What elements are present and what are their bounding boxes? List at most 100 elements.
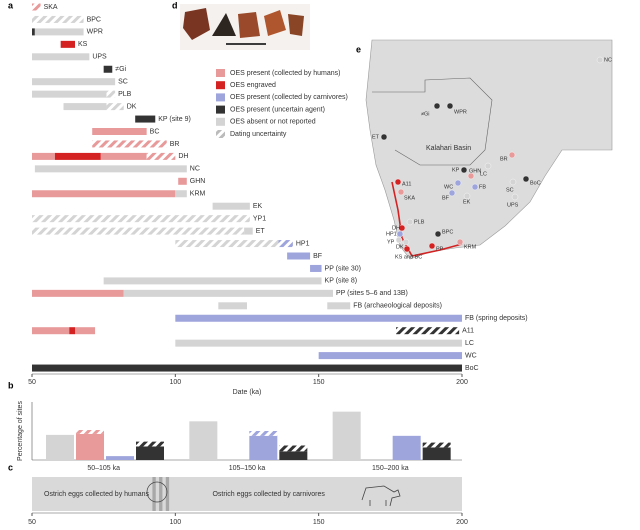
site-dot [446,102,454,110]
site-dot [403,245,411,253]
range-bar [75,327,96,335]
site-label: KP (site 8) [325,278,358,285]
site-label: GHN [469,168,481,174]
range-bar [54,152,101,160]
panel-label: c [8,462,13,472]
site-dot [396,230,404,238]
bar [249,435,278,460]
site-dot [433,102,441,110]
bar-uncertainty [422,442,451,448]
bar [392,435,421,460]
site-label: LC [480,171,487,177]
range-bar [32,15,84,23]
legend-label: OES engraved [230,82,276,89]
range-bar [103,65,113,73]
site-label: SC [506,187,514,193]
site-dot [397,188,405,196]
site-label: UPS [92,54,107,61]
range-bar [244,227,253,235]
range-bar [287,252,311,260]
legend-swatch [216,117,225,126]
site-label: PP (site 30) [325,265,361,272]
range-bar [32,28,35,36]
site-label: ≠Gi [115,66,126,73]
region-label: Kalahari Basin [426,145,471,152]
site-label: LC [465,340,474,347]
range-bar [32,364,462,372]
site-dot [406,218,414,226]
site-dot [454,179,462,187]
fragment [238,12,260,38]
site-dot [471,183,479,191]
legend-swatch [216,130,225,138]
site-dot [395,236,403,244]
site-label: BF [313,253,322,260]
site-label: KS and BC [395,254,422,260]
range-bar [34,28,84,36]
site-label: SKA [44,4,58,11]
bar-uncertainty [76,430,104,434]
site-dot [428,242,436,250]
site-label: HP1 [296,240,310,247]
range-bar [175,190,187,198]
range-bar [32,90,107,98]
bar [46,434,74,460]
site-label: WPR [87,29,103,36]
legend-label: OES absent or not reported [230,119,316,126]
site-label: BC [150,128,160,135]
photo [180,4,310,50]
site-label: DH [392,225,400,231]
fragment [264,10,286,36]
x-tick-label: 150 [313,519,325,526]
band-text: Ostrich eggs collected by humans [44,491,150,498]
site-dot [511,193,519,201]
range-bar [32,227,245,235]
site-dot [467,172,475,180]
range-bar [32,3,41,11]
site-label: KRM [190,191,206,198]
site-label: ET [256,228,266,235]
x-tick-label: 105–150 ka [229,465,266,472]
range-bar [175,314,463,322]
site-dot [522,175,530,183]
y-axis-label: Percentage of sites [17,401,24,461]
range-bar [100,152,147,160]
site-label: NC [604,57,612,63]
site-label: HP1 [386,231,397,237]
bar [279,451,308,460]
bar [332,411,361,460]
range-bar [92,128,147,135]
x-tick-label: 50–105 ka [87,465,120,472]
range-bar [318,352,462,360]
site-label: PLB [414,219,425,225]
site-label: WC [465,352,477,359]
site-label: GHN [190,178,206,185]
site-label: BoC [465,365,479,372]
bar [106,456,134,460]
range-bar [106,103,124,111]
site-label: KP [452,167,460,173]
panel-label: d [172,0,178,10]
fragment [288,14,304,36]
fragment [183,8,210,40]
site-label: EK [253,203,263,210]
human-icon [146,481,168,503]
range-bar [396,327,460,335]
site-label: ≠Gi [421,111,430,117]
site-label: BoC [530,180,541,186]
site-label: DK [127,103,137,110]
site-label: FB (archaeological deposits) [353,303,442,310]
bar [189,421,218,460]
range-bar [103,277,322,285]
legend-swatch [216,81,225,90]
bar [422,447,451,460]
range-bar [92,140,167,148]
range-bar [178,177,187,185]
range-bar [69,327,75,335]
legend-label: OES present (collected by carnivores) [230,94,348,101]
site-dot [463,192,471,200]
x-tick-label: 100 [169,379,181,386]
borders [372,77,493,166]
range-bar [32,289,124,297]
